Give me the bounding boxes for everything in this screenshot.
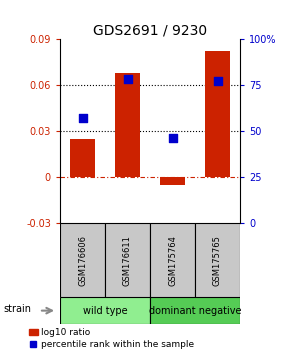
Point: [215, 79, 220, 84]
Text: wild type: wild type: [83, 306, 127, 316]
Bar: [70, 139, 95, 177]
Bar: [195, 223, 240, 297]
Legend: log10 ratio, percentile rank within the sample: log10 ratio, percentile rank within the …: [28, 329, 194, 349]
Text: dominant negative: dominant negative: [149, 306, 241, 316]
Bar: [105, 223, 150, 297]
Point: [170, 136, 175, 141]
Bar: [115, 73, 140, 177]
Bar: [150, 223, 195, 297]
Bar: [60, 223, 105, 297]
Point: [125, 76, 130, 82]
Text: GSM175765: GSM175765: [213, 235, 222, 286]
Text: strain: strain: [3, 304, 31, 314]
Bar: [60, 297, 150, 324]
Point: [80, 115, 85, 121]
Title: GDS2691 / 9230: GDS2691 / 9230: [93, 24, 207, 38]
Text: GSM176611: GSM176611: [123, 235, 132, 286]
Bar: [205, 51, 230, 177]
Bar: [150, 297, 240, 324]
Text: GSM176606: GSM176606: [78, 235, 87, 286]
Text: GSM175764: GSM175764: [168, 235, 177, 286]
Bar: [160, 177, 185, 185]
